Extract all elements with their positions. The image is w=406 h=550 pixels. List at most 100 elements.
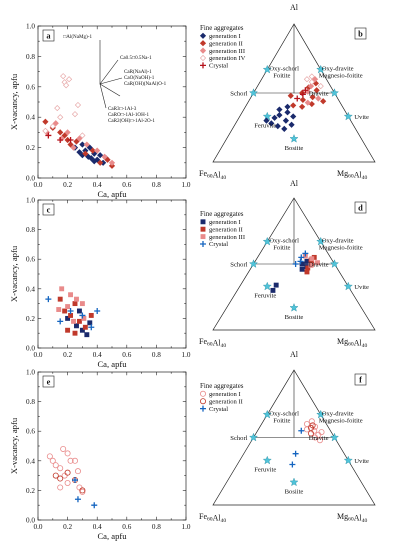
data-point <box>67 141 74 148</box>
star-schorl <box>248 88 259 97</box>
y-tick-label: 0.6 <box>26 428 35 436</box>
label-oxy-schorl: Oxy-schorl <box>269 66 299 73</box>
data-point <box>72 457 79 464</box>
formula-part: 40 <box>221 343 227 349</box>
data-point <box>57 129 64 136</box>
label-dravite: Dravite <box>309 435 329 442</box>
data-point <box>79 312 86 319</box>
data-point <box>274 123 281 130</box>
apex-label-al: Al <box>290 3 299 12</box>
data-point <box>74 101 82 109</box>
legend-marker <box>199 32 207 39</box>
formula-part: 60 <box>348 174 354 180</box>
data-point <box>57 318 64 325</box>
data-point <box>74 323 79 329</box>
data-point <box>57 465 64 472</box>
y-tick-label: 1.0 <box>26 197 35 205</box>
y-tick-label: 0.4 <box>26 457 35 465</box>
data-point <box>299 266 305 272</box>
x-tick-label: 0.8 <box>152 523 161 531</box>
legend-marker <box>200 226 206 232</box>
data-point <box>86 144 93 151</box>
x-tick-label: 0.6 <box>122 181 131 189</box>
data-point <box>271 114 278 121</box>
data-point <box>62 308 68 314</box>
x-tick-label: 0.6 <box>122 523 131 531</box>
data-point <box>308 418 315 425</box>
data-point <box>57 475 64 482</box>
data-point <box>76 318 82 324</box>
data-point <box>292 261 299 267</box>
series-generation-ii <box>52 469 86 494</box>
formula-part: Al <box>213 339 222 348</box>
vector-annotations: □Al(NaMg)-1 Ca0.5□0.5Na-1 CaR(NaAl)-1CaO(N… <box>63 33 166 124</box>
formula-part: 40 <box>221 518 227 524</box>
y-tick-label: 0.6 <box>26 256 35 264</box>
plot-frame <box>37 199 187 349</box>
apex-label-fe: Fe60Al40 <box>199 169 226 181</box>
panel-label: f <box>359 375 362 384</box>
label-bosiite: Bosiite <box>285 314 304 321</box>
label-magnesio-foitite: Magnesio-foitite <box>319 245 363 252</box>
formula-part: Fe <box>199 337 207 346</box>
vector-label: CaO(NaOH)-1 <box>124 74 155 81</box>
data-point <box>57 484 64 491</box>
data-point <box>320 98 327 105</box>
legend-title: Fine aggregates <box>200 211 244 218</box>
label-schorl: Schorl <box>230 262 247 269</box>
formula-part: Al <box>213 171 222 180</box>
data-point <box>57 114 64 121</box>
star-dravite <box>329 88 340 97</box>
data-point <box>97 159 104 166</box>
data-point <box>290 102 297 109</box>
legend-marker <box>199 47 207 54</box>
data-point <box>309 422 316 429</box>
data-point <box>72 301 78 307</box>
data-point <box>308 78 315 86</box>
y-axis-label: X-vacancy, apfu <box>9 245 19 302</box>
apex-label-fe: Fe60Al40 <box>199 337 226 349</box>
series-generation-ii <box>308 422 316 437</box>
x-tick-label: 0.2 <box>63 181 72 189</box>
data-point <box>52 472 59 479</box>
x-tick-label: 1.0 <box>182 523 191 531</box>
data-point <box>73 138 80 145</box>
formula-part: Mg <box>337 337 348 346</box>
x-tick-label: 0.8 <box>152 181 161 189</box>
data-point <box>72 477 78 484</box>
legend-label: generation I <box>209 219 241 226</box>
x-tick-label: 0.2 <box>63 523 72 531</box>
star-feruvite <box>262 281 272 291</box>
vector-arrow-ne <box>99 59 119 85</box>
star-uvite <box>343 111 353 121</box>
formula-part: Al <box>354 339 363 348</box>
data-point <box>49 123 56 130</box>
formula-part: Fe <box>199 169 207 178</box>
label-dravite: Dravite <box>309 262 329 269</box>
data-point <box>79 141 86 148</box>
data-point <box>304 269 310 275</box>
star-schorl <box>248 432 259 442</box>
data-point <box>104 156 111 163</box>
y-tick-label: 0.8 <box>26 53 35 61</box>
legend-label: generation II <box>209 398 243 405</box>
label-oxy-schorl: Oxy-schorl <box>269 411 299 418</box>
legend-label: Crystal <box>209 406 228 413</box>
data-point <box>308 262 314 268</box>
star-uvite <box>343 281 353 291</box>
formula-part: 40 <box>362 175 368 181</box>
data-point <box>46 453 53 460</box>
data-point <box>79 301 85 307</box>
legend-marker <box>199 398 206 405</box>
data-point <box>88 312 94 318</box>
vector-label: CaR(OH)(NaAl)O-1 <box>124 80 167 87</box>
x-tick-label: 0.2 <box>63 351 72 359</box>
data-point <box>303 426 310 433</box>
data-point <box>91 158 98 165</box>
vector-arrow-e <box>99 77 123 85</box>
data-point <box>91 502 98 509</box>
vector-label: CaR(NaAl)-1 <box>124 68 152 75</box>
y-axis-label: X-vacancy, apfu <box>9 73 19 130</box>
